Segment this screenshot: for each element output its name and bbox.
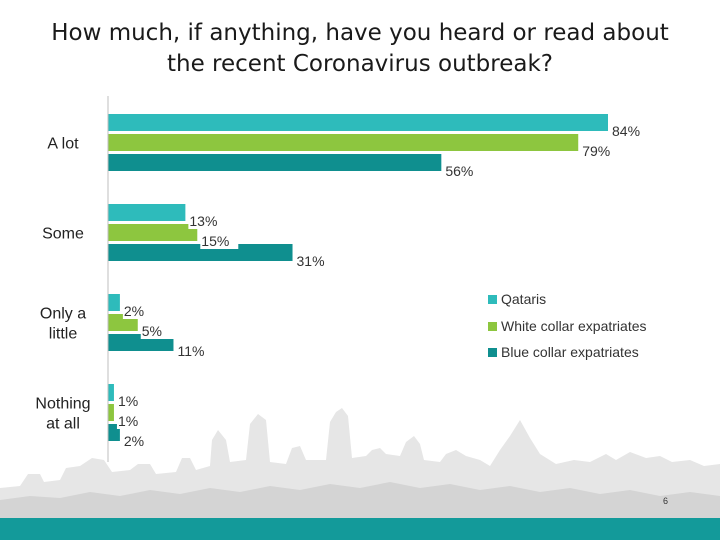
data-label-bg-1-2	[295, 252, 334, 269]
data-label-2-0: 2%	[124, 303, 144, 319]
labels-layer: A lot 84%79% 56% Some 13% 15% 31% Only a little 2…	[35, 122, 649, 449]
bar-1-1	[108, 224, 198, 241]
data-label-0-2: 56%	[445, 163, 473, 179]
legend-label-0: Qataris	[501, 291, 546, 307]
data-label-bg-1-1	[200, 232, 239, 249]
bar-1-0	[108, 204, 186, 221]
bar-1-2	[108, 244, 293, 261]
title-line-1: How much, if anything, have you heard or…	[51, 20, 669, 46]
data-label-1-0: 13%	[189, 213, 217, 229]
legend-swatch-0	[488, 295, 497, 304]
data-label-bg-0-1	[581, 142, 620, 159]
bar-0-0	[108, 114, 608, 131]
data-label-bg-2-0	[122, 302, 161, 319]
data-label-3-0: 1%	[118, 393, 138, 409]
category-label-2-0: Only a	[40, 306, 86, 323]
bar-3-1	[108, 404, 114, 421]
legend-swatch-2	[488, 348, 497, 357]
category-label-2-1: little	[49, 326, 78, 343]
data-label-bg-0-0	[611, 122, 649, 139]
legend-swatch-1	[488, 322, 497, 331]
data-label-0-0: 84%	[612, 123, 640, 139]
skyline-decoration	[0, 408, 720, 518]
bar-0-2	[108, 154, 442, 171]
data-label-0-1: 79%	[582, 143, 610, 159]
category-label-3-0: Nothing	[35, 396, 90, 413]
bar-0-1	[108, 134, 579, 151]
data-label-2-1: 5%	[142, 323, 162, 339]
data-label-bg-2-2	[176, 342, 215, 359]
legend-label-2: Blue collar expatriates	[501, 344, 639, 360]
bars-layer	[108, 114, 608, 441]
data-label-bg-2-1	[140, 322, 179, 339]
data-label-bg-1-0	[188, 212, 227, 229]
category-label-0-0: A lot	[47, 136, 79, 153]
legend: Qataris White collar expatriates Blue coll…	[488, 291, 647, 360]
data-label-bg-3-1	[116, 412, 155, 429]
bar-3-0	[108, 384, 114, 401]
data-label-1-2: 31%	[297, 253, 325, 269]
data-label-bg-0-2	[444, 162, 483, 179]
category-label-1-0: Some	[42, 226, 84, 243]
page-number: 6	[663, 496, 669, 506]
data-label-bg-3-2	[122, 432, 161, 449]
data-label-2-2: 11%	[177, 343, 204, 359]
data-label-3-1: 1%	[118, 413, 138, 429]
chart-title: How much, if anything, have you heard or…	[0, 18, 720, 80]
data-label-1-1: 15%	[201, 233, 229, 249]
category-label-3-1: at all	[46, 416, 80, 433]
bar-3-2	[108, 424, 120, 441]
title-line-2: the recent Coronavirus outbreak?	[166, 51, 553, 77]
footer-bar	[0, 518, 720, 540]
data-label-bg-3-0	[116, 392, 155, 409]
data-label-3-2: 2%	[124, 433, 144, 449]
bar-2-0	[108, 294, 120, 311]
legend-label-1: White collar expatriates	[501, 318, 647, 334]
